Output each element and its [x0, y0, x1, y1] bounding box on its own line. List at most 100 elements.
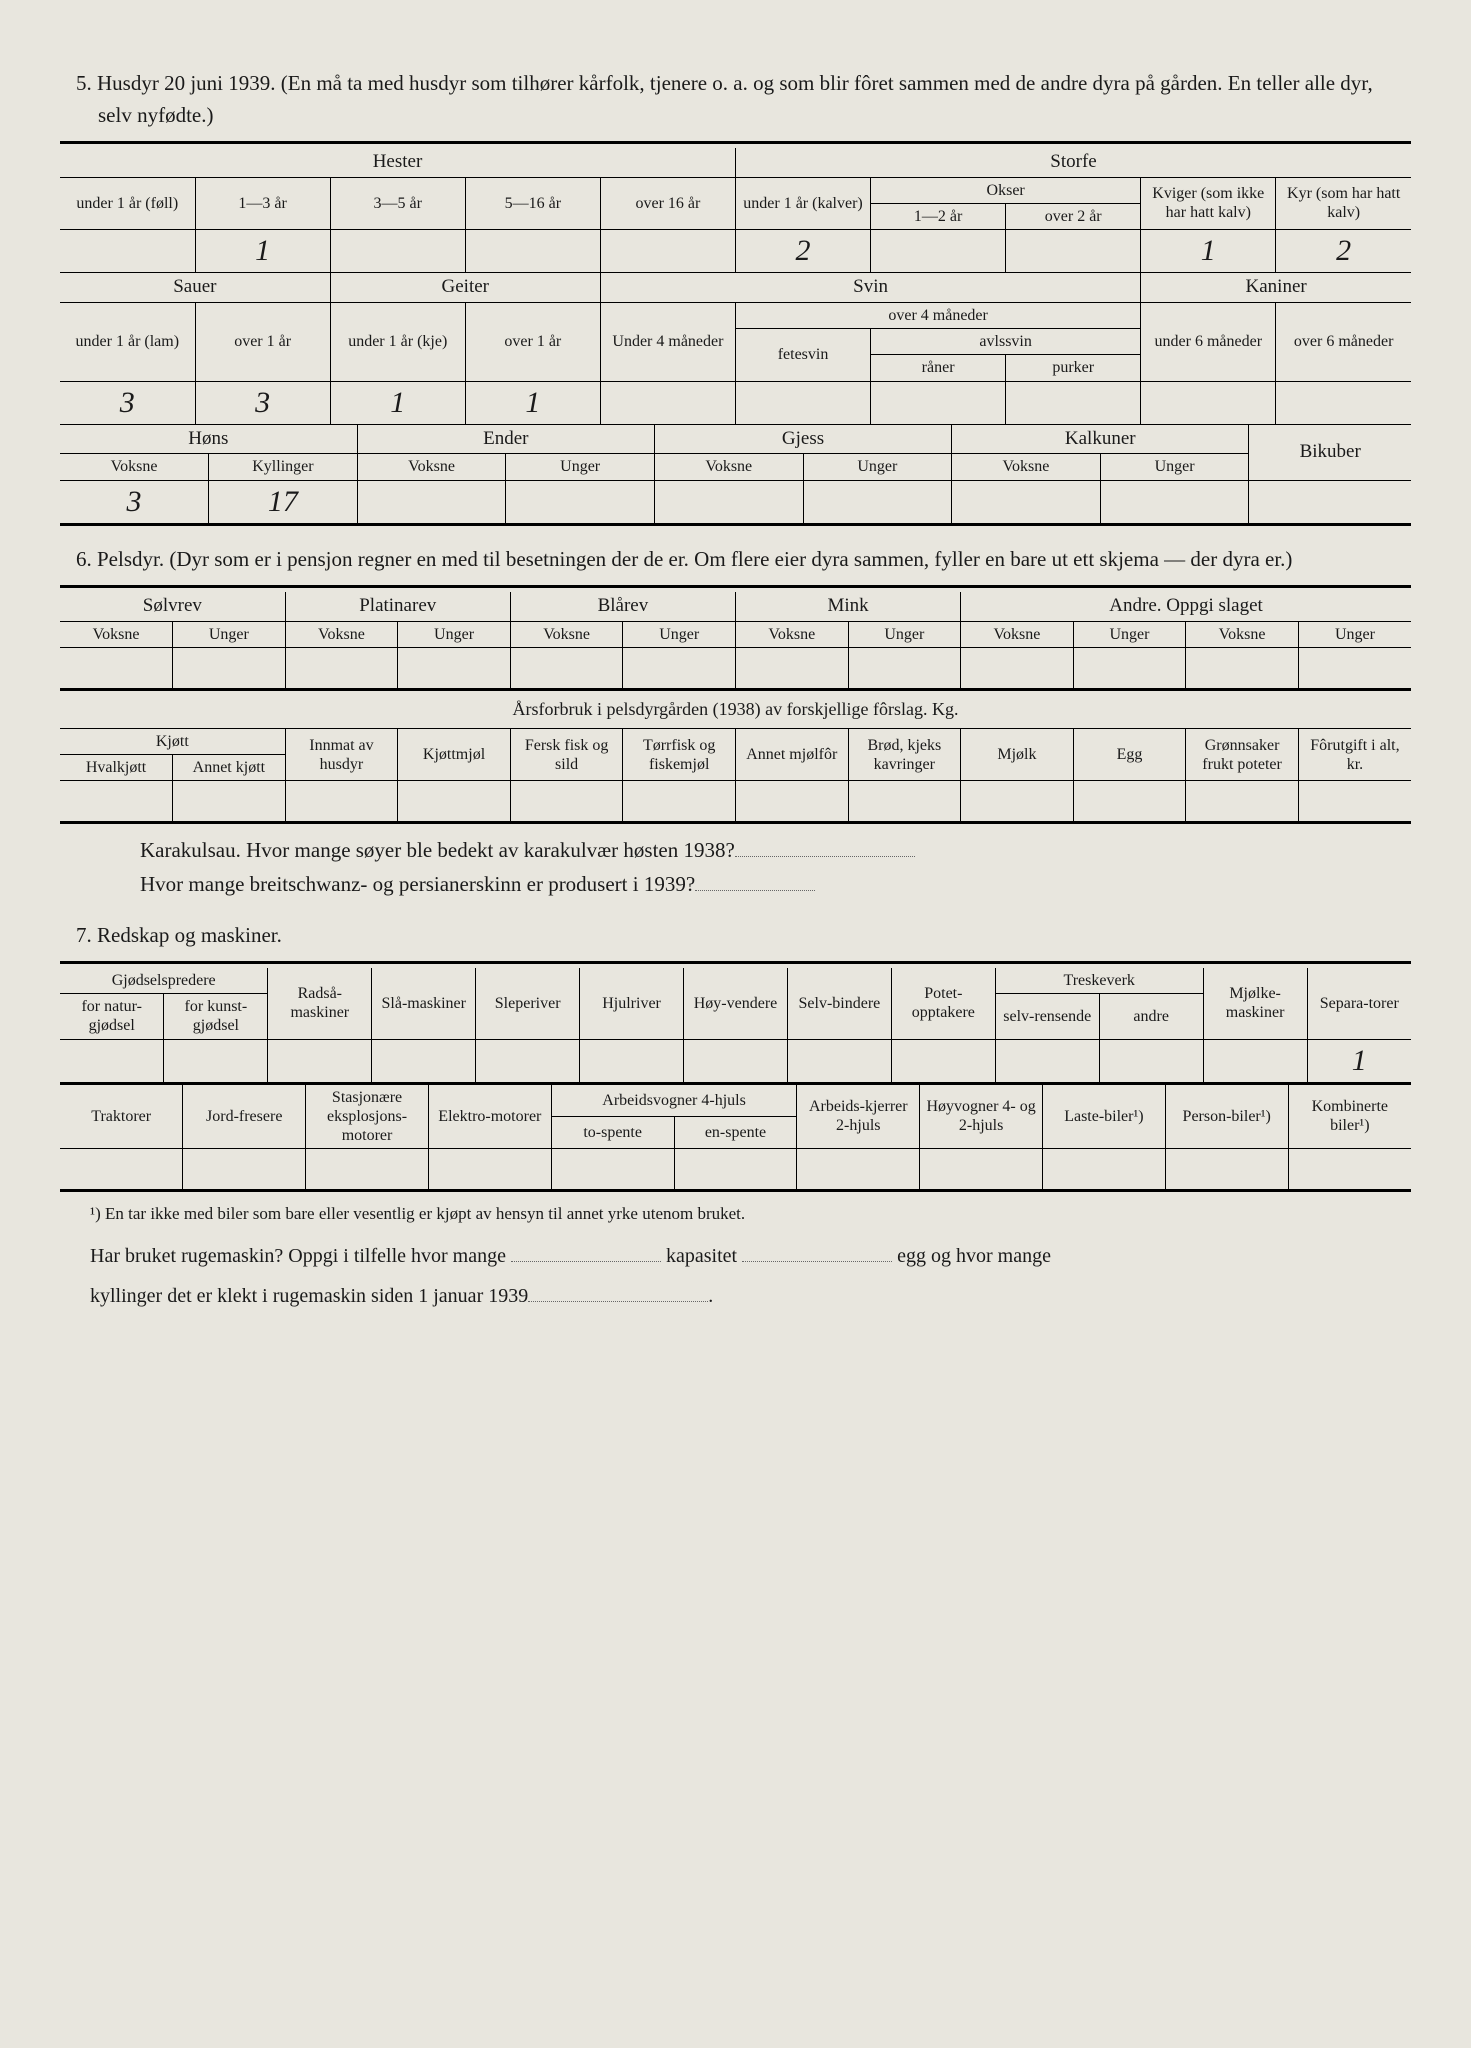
table-sauer-geiter-svin-kaniner: Sauer Geiter Svin Kaniner under 1 år (la…: [60, 273, 1411, 424]
v-gjess-v: [654, 480, 803, 524]
v-y3-5: [330, 230, 465, 273]
h-traktorer: Traktorer: [60, 1085, 183, 1149]
group-mink: Mink: [735, 592, 960, 621]
h-sv-purker: purker: [1006, 355, 1141, 381]
group-ender: Ender: [357, 425, 654, 454]
group-sauer: Sauer: [60, 273, 330, 302]
h-hvalkjott: Hvalkjøtt: [60, 755, 173, 781]
h-kunst: for kunst-gjødsel: [164, 994, 268, 1039]
v-sv-purker: [1006, 381, 1141, 424]
h-under1kalver: under 1 år (kalver): [735, 177, 870, 229]
h-kombinerte: Kombinerte biler¹): [1288, 1085, 1411, 1149]
v-over16: [600, 230, 735, 273]
h-kan-o6: over 6 måneder: [1276, 302, 1411, 381]
v-gei-o1: 1: [465, 381, 600, 424]
h-torrfisk: Tørrfisk og fiskemjøl: [623, 729, 736, 781]
h-y3-5: 3—5 år: [330, 177, 465, 229]
table-arsforbruk: Kjøtt Innmat av husdyr Kjøttmjøl Fersk f…: [60, 729, 1411, 824]
h-personbiler: Person-biler¹): [1165, 1085, 1288, 1149]
h-forutgift: Fôrutgift i alt, kr.: [1298, 729, 1411, 781]
v-sv-fete: [735, 381, 870, 424]
h-hjulriver: Hjulriver: [580, 968, 684, 1039]
group-hons: Høns: [60, 425, 357, 454]
h-arbeidsvogner: Arbeidsvogner 4-hjuls: [551, 1085, 797, 1117]
group-kaniner: Kaniner: [1141, 273, 1411, 302]
v-ender-u: [506, 480, 655, 524]
h-egg: Egg: [1073, 729, 1186, 781]
h-kjott: Kjøtt: [60, 729, 285, 755]
h-hons-kyllinger: Kyllinger: [209, 454, 358, 480]
v-kyr: 2: [1276, 230, 1411, 273]
h-mink-v: Voksne: [735, 621, 848, 647]
h-gjodsel: Gjødselspredere: [60, 968, 268, 994]
h-hoyvogner: Høyvogner 4- og 2-hjuls: [920, 1085, 1043, 1149]
table-hester-storfe: Hester Storfe under 1 år (føll) 1—3 år 3…: [60, 148, 1411, 273]
h-gronnsaker: Grønnsaker frukt poteter: [1186, 729, 1299, 781]
v-y5-16: [465, 230, 600, 273]
h-sv-avls: avlssvin: [871, 329, 1141, 355]
group-solvrev: Sølvrev: [60, 592, 285, 621]
h-y1-3: 1—3 år: [195, 177, 330, 229]
h-sau-u1: under 1 år (lam): [60, 302, 195, 381]
h-a2-u: Unger: [1298, 621, 1411, 647]
h-a1-v: Voksne: [961, 621, 1074, 647]
h-plat-u: Unger: [398, 621, 511, 647]
h-annetmjolfor: Annet mjølfôr: [735, 729, 848, 781]
h-gjess-voksne: Voksne: [654, 454, 803, 480]
group-blarev: Blårev: [510, 592, 735, 621]
group-kalkuner: Kalkuner: [952, 425, 1249, 454]
h-solv-v: Voksne: [60, 621, 173, 647]
v-sau-u1: 3: [60, 381, 195, 424]
h-mjolke: Mjølke-maskiner: [1203, 968, 1307, 1039]
group-gjess: Gjess: [654, 425, 951, 454]
h-okser1-2: 1—2 år: [871, 203, 1006, 229]
h-treskeverk: Treskeverk: [995, 968, 1203, 994]
h-okserover2: over 2 år: [1006, 203, 1141, 229]
table-pelsdyr: Sølvrev Platinarev Blårev Mink Andre. Op…: [60, 592, 1411, 691]
rugemaskin-questions: Har bruket rugemaskin? Oppgi i tilfelle …: [90, 1236, 1411, 1316]
h-gjess-unger: Unger: [803, 454, 952, 480]
h-separatorer: Separa-torer: [1307, 968, 1411, 1039]
rugemaskin-q1c: egg og hvor mange: [897, 1245, 1051, 1267]
h-sau-o1: over 1 år: [195, 302, 330, 381]
v-sv-raner: [871, 381, 1006, 424]
v-under1kalver: 2: [735, 230, 870, 273]
h-over16: over 16 år: [600, 177, 735, 229]
h-potet: Potet-opptakere: [891, 968, 995, 1039]
v-kalk-u: [1100, 480, 1249, 524]
h-selvbindere: Selv-bindere: [787, 968, 891, 1039]
v-gei-u1: 1: [330, 381, 465, 424]
rugemaskin-q1a: Har bruket rugemaskin? Oppgi i tilfelle …: [90, 1245, 511, 1267]
group-geiter: Geiter: [330, 273, 600, 302]
section7-heading: 7. Redskap og maskiner.: [76, 920, 1411, 952]
h-under1foll: under 1 år (føll): [60, 177, 195, 229]
v-bikuber: [1249, 480, 1411, 524]
table-redskap-b: Traktorer Jord-fresere Stasjonære eksplo…: [60, 1085, 1411, 1193]
v-kan-u6: [1141, 381, 1276, 424]
h-selvrensende: selv-rensende: [995, 994, 1099, 1039]
h-kalk-voksne: Voksne: [952, 454, 1101, 480]
footnote-biler: ¹) En tar ikke med biler som bare eller …: [90, 1204, 1411, 1224]
h-kalk-unger: Unger: [1100, 454, 1249, 480]
v-sv-u4: [600, 381, 735, 424]
group-svin: Svin: [600, 273, 1140, 302]
group-bikuber: Bikuber: [1249, 425, 1411, 480]
group-storfe: Storfe: [735, 148, 1411, 177]
karakul-q1: Karakulsau. Hvor mange søyer ble bedekt …: [140, 838, 735, 862]
v-sau-o1: 3: [195, 381, 330, 424]
group-andre: Andre. Oppgi slaget: [961, 592, 1411, 621]
h-tresk-andre: andre: [1099, 994, 1203, 1039]
h-tospente: to-spente: [551, 1116, 674, 1148]
h-brod: Brød, kjeks kavringer: [848, 729, 961, 781]
h-annetkjott: Annet kjøtt: [173, 755, 286, 781]
h-enspente: en-spente: [674, 1116, 797, 1148]
h-solv-u: Unger: [173, 621, 286, 647]
section6-heading: 6. Pelsdyr. (Dyr som er i pensjon regner…: [76, 544, 1411, 576]
v-separatorer: 1: [1307, 1039, 1411, 1083]
h-lastebiler: Laste-biler¹): [1043, 1085, 1166, 1149]
rugemaskin-q2a: kyllinger det er klekt i rugemaskin side…: [90, 1285, 528, 1307]
v-hons-k: 17: [209, 480, 358, 524]
h-arbeidskjerrer: Arbeids-kjerrer 2-hjuls: [797, 1085, 920, 1149]
h-ender-voksne: Voksne: [357, 454, 506, 480]
group-hester: Hester: [60, 148, 735, 177]
